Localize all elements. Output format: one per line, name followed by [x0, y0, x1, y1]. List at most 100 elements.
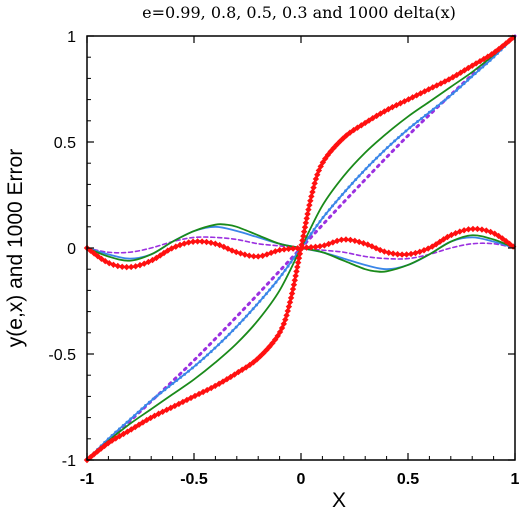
chart-title: e=0.99, 0.8, 0.5, 0.3 and 1000 delta(x)	[142, 3, 456, 22]
y-curve-e099-marker	[322, 155, 329, 162]
y-curve-e099-marker	[287, 294, 295, 302]
y-curve-e099-marker	[488, 51, 495, 58]
y-curve-e05-marker	[396, 136, 400, 140]
y-curve-e099-marker	[128, 426, 135, 433]
error-curve-e099-marker	[495, 232, 502, 240]
y-curve-e05-marker	[334, 200, 338, 204]
y-curve-e099-marker	[124, 428, 131, 435]
error-curve-e099-marker	[403, 251, 410, 258]
y-curve-e05-marker	[315, 223, 319, 227]
y-curve-e099-marker	[300, 232, 307, 240]
y-curve-e099-marker	[302, 219, 310, 227]
x-axis-label: X	[332, 489, 346, 511]
y-curve-e05-marker	[354, 178, 358, 182]
y-curve-e05-marker	[371, 160, 375, 164]
y-curve-e05-marker	[289, 260, 293, 264]
y-curve-e099-marker	[472, 60, 480, 67]
error-curve-e099-marker	[285, 245, 292, 253]
error-curve-e099-marker	[198, 238, 206, 245]
y-curve-e099-marker	[143, 416, 150, 424]
y-curve-e099-marker	[167, 404, 175, 412]
y-curve-e099-marker	[183, 396, 191, 404]
y-curve-e099-marker	[207, 384, 215, 392]
y-curve-e05-marker	[179, 375, 183, 379]
y-curve-e099-marker	[286, 299, 294, 306]
y-curve-e099-marker	[227, 373, 234, 381]
y-curve-e05-marker	[280, 272, 284, 276]
y-curve-e05-marker	[190, 366, 194, 370]
error-curve-e099-marker	[123, 263, 130, 271]
y-curve-e099-marker	[303, 215, 310, 222]
y-curve-e05-marker	[155, 394, 159, 398]
error-curve-e099-marker	[381, 248, 388, 255]
y-curve-e05-marker	[443, 98, 447, 102]
y-curve-e05-marker	[234, 325, 238, 329]
y-curve-e05-marker	[420, 116, 424, 120]
y-curve-e05-marker	[140, 407, 144, 411]
y-curve-e05-marker	[412, 123, 416, 127]
y-curve-e05-marker	[309, 232, 313, 236]
y-tick-label: -0.5	[48, 347, 76, 364]
y-curve-e05-marker	[183, 372, 187, 376]
y-curve-e05-marker	[238, 321, 242, 325]
error-curve-e099-marker	[185, 239, 192, 246]
y-curve-e05-marker	[163, 388, 167, 392]
y-curve-e05-marker	[144, 404, 148, 408]
y-curve-e099-marker	[314, 171, 321, 178]
y-curve-e099-marker	[171, 402, 179, 410]
y-curve-e05-marker	[198, 360, 202, 364]
y-curve-e099-marker	[203, 386, 211, 394]
error-curve-e099-marker	[325, 240, 332, 248]
y-curve-e05-marker	[484, 62, 488, 66]
series-group	[83, 34, 517, 464]
y-curve-e05-marker	[283, 268, 287, 272]
y-curve-e05-marker	[404, 129, 408, 133]
error-curve-e099-marker	[127, 263, 135, 271]
y-curve-e099-marker	[502, 40, 510, 47]
axes-group: -1 -0.5 0 0.5 1 -1 -0.5 0 0.5 1	[48, 29, 519, 488]
y-curve-e05-marker	[248, 310, 252, 314]
y-curve-e05-marker	[117, 427, 121, 431]
error-curve-e099-marker	[303, 244, 310, 251]
error-curve-e099-marker	[246, 252, 253, 259]
y-curve-e05-marker	[306, 236, 310, 240]
y-curve-e05-marker	[466, 78, 470, 82]
y-curve-e05-marker	[244, 314, 248, 318]
error-curve-e099-marker	[294, 245, 301, 252]
y-curve-e05-marker	[385, 146, 389, 150]
y-curve-e05-marker	[132, 414, 136, 418]
y-curve-e05-marker	[227, 332, 231, 336]
y-curve-e05-marker	[337, 196, 341, 200]
y-curve-e099-marker	[163, 406, 170, 414]
y-curve-e099-marker	[294, 263, 301, 271]
error-curve-e099-marker	[280, 246, 288, 253]
error-curve-e099-marker	[276, 246, 283, 254]
y-curve-e099-marker	[301, 224, 309, 231]
y-curve-e05-marker	[367, 163, 371, 167]
y-curve-e05-marker	[327, 208, 331, 212]
y-curve-e05-marker	[340, 193, 344, 197]
y-curve-e05-marker	[375, 156, 379, 160]
error-curve-e099-marker	[478, 226, 486, 233]
y-curve-e05-marker	[136, 410, 140, 414]
error-curve-e099-marker	[312, 243, 319, 251]
y-curve-e099-marker	[299, 237, 306, 244]
y-curve-e05-marker	[255, 303, 259, 307]
y-curve-e05-marker	[202, 356, 206, 360]
error-curve-e099-marker	[250, 253, 257, 260]
y-curve-e05-marker	[393, 139, 397, 143]
y-curve-e05-marker	[171, 382, 175, 386]
y-curve-e05-marker	[408, 126, 412, 130]
error-curve-e099-marker	[364, 241, 371, 248]
y-curve-e05-marker	[455, 88, 459, 92]
y-curve-e099-marker	[315, 167, 323, 174]
y-curve-e05-marker	[151, 397, 155, 401]
y-tick-label: 0.5	[54, 135, 76, 152]
y-curve-e099-marker	[307, 197, 314, 204]
y-curve-e05-marker	[261, 296, 265, 300]
y-curve-e05-marker	[258, 299, 262, 303]
y-curve-e099-marker	[300, 228, 308, 235]
y-tick-label: -1	[62, 453, 76, 470]
y-curve-e05-marker	[274, 280, 278, 284]
